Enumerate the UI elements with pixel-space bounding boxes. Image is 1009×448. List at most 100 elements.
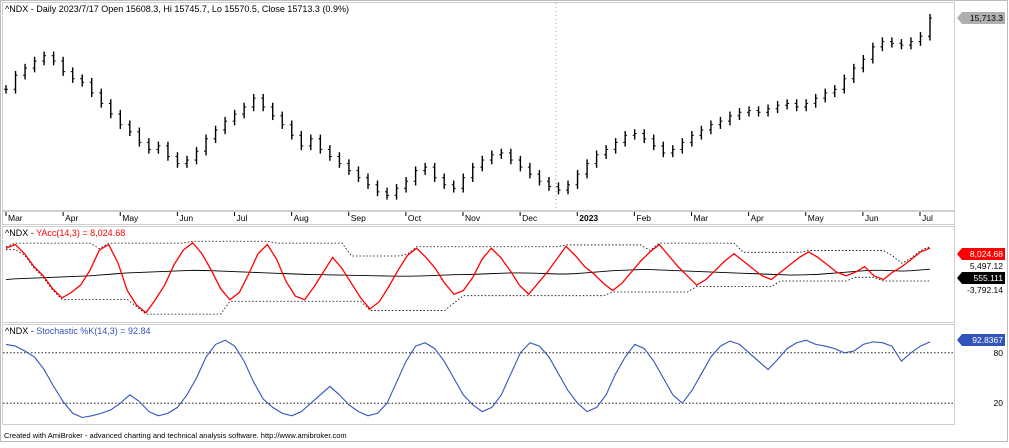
price-bar <box>804 99 809 112</box>
yacc-lines <box>5 240 931 315</box>
svg-text:Mar: Mar <box>8 213 23 223</box>
svg-text:Jul: Jul <box>237 213 248 223</box>
price-bar <box>32 56 37 73</box>
price-pane[interactable]: ^NDX - Daily 2023/7/17 Open 15608.3, Hi … <box>2 2 955 211</box>
svg-text:92.8367: 92.8367 <box>972 335 1003 345</box>
price-bar <box>908 37 913 50</box>
price-bar <box>651 134 656 151</box>
stochastic-lines <box>3 339 954 419</box>
price-bar <box>632 129 637 140</box>
price-bar <box>813 93 818 108</box>
price-bar <box>699 125 704 140</box>
price-bar <box>137 127 142 147</box>
yacc-smooth-value-tag: 555.111 <box>957 272 1005 284</box>
price-bar <box>870 42 875 64</box>
price-bar <box>42 51 47 66</box>
stochastic-pane[interactable]: ^NDX - Stochastic %K(14,3) = 92.84 <box>2 324 955 425</box>
price-bar <box>785 99 790 110</box>
price-bar <box>575 169 580 190</box>
price-bar <box>623 131 628 147</box>
svg-text:Sep: Sep <box>351 213 366 223</box>
right-axis-labels: 15,713.3 8,024.68 5,497.12 555.111 -3,792.14… <box>957 12 1005 410</box>
date-tick: Jun <box>862 212 879 223</box>
yacc-pane[interactable]: ^NDX - YAcc(14,3) = 8,024.68 <box>2 226 955 323</box>
stochastic-level-80-tag: 80 <box>957 346 1005 359</box>
price-bar <box>851 63 856 83</box>
svg-text:5,497.12: 5,497.12 <box>970 261 1003 271</box>
price-bar <box>80 74 85 87</box>
price-bar <box>861 55 866 73</box>
price-bar <box>880 37 885 52</box>
price-bar <box>394 184 399 200</box>
date-tick: Oct <box>405 212 422 223</box>
price-bar <box>175 152 180 168</box>
date-axis: Mar Apr May Jun Jul Aug Sep Oct Nov Dec 2023 Feb Mar… <box>2 211 955 225</box>
price-bar <box>261 93 266 112</box>
price-bar <box>594 150 599 168</box>
price-bar <box>194 146 199 165</box>
date-tick: Mar <box>5 212 23 223</box>
stochastic-level-20-tag: 20 <box>957 397 1005 410</box>
date-tick: Sep <box>348 212 366 223</box>
price-bar <box>928 13 932 41</box>
svg-text:80: 80 <box>994 348 1004 358</box>
svg-text:15,713.3: 15,713.3 <box>970 13 1003 23</box>
price-pane-title: ^NDX - Daily 2023/7/17 Open 15608.3, Hi … <box>5 4 349 14</box>
price-bar <box>451 180 456 193</box>
price-ohlc-bars <box>4 13 932 200</box>
svg-text:8,024.68: 8,024.68 <box>970 249 1003 259</box>
yacc-upper-band <box>5 240 931 264</box>
price-bar <box>213 125 218 144</box>
svg-text:Dec: Dec <box>522 213 538 223</box>
price-bar <box>99 88 104 108</box>
yacc-last-value-tag: 8,024.68 <box>957 248 1005 260</box>
price-bar <box>289 120 294 140</box>
price-bar <box>223 116 228 135</box>
svg-text:Oct: Oct <box>408 213 422 223</box>
stochastic-pane-title: ^NDX - Stochastic %K(14,3) = 92.84 <box>5 326 151 336</box>
price-bar <box>70 67 75 83</box>
price-bar <box>108 99 113 119</box>
svg-text:May: May <box>122 213 139 223</box>
date-tick: Feb <box>633 212 651 223</box>
price-bar <box>327 145 332 161</box>
price-bar <box>775 100 780 114</box>
price-bar <box>489 150 494 165</box>
stochastic-title-text: Stochastic %K(14,3) = 92.84 <box>36 326 150 336</box>
date-tick: Apr <box>748 212 764 223</box>
price-bar <box>23 63 28 80</box>
price-bar <box>232 109 237 126</box>
price-bar <box>823 88 828 103</box>
price-bar <box>442 173 447 190</box>
price-bar <box>508 148 513 165</box>
price-bar <box>184 155 189 168</box>
price-bar <box>527 162 532 179</box>
svg-text:20: 20 <box>994 398 1004 408</box>
price-bar <box>756 106 761 117</box>
price-bar <box>413 166 418 186</box>
svg-text:Apr: Apr <box>65 213 78 223</box>
price-bar <box>127 120 132 136</box>
price-bar <box>432 162 437 182</box>
price-bar <box>51 51 56 66</box>
price-bar <box>308 134 313 151</box>
date-tick: Mar <box>691 212 708 223</box>
price-bar <box>766 104 771 117</box>
price-bar <box>737 108 742 121</box>
price-bar <box>461 173 466 193</box>
price-bar <box>61 56 66 76</box>
price-last-value-tag: 15,713.3 <box>957 12 1005 24</box>
price-bar <box>346 159 351 175</box>
price-bar <box>118 109 123 129</box>
price-bar <box>146 138 151 154</box>
date-tick: May <box>119 212 139 223</box>
date-tick: Jun <box>176 212 193 223</box>
stochastic-last-value-tag: 92.8367 <box>957 334 1005 346</box>
price-bar <box>518 155 523 172</box>
price-bar <box>556 182 561 195</box>
price-bar <box>423 162 428 175</box>
price-bar <box>299 131 304 151</box>
price-bar <box>708 120 713 135</box>
